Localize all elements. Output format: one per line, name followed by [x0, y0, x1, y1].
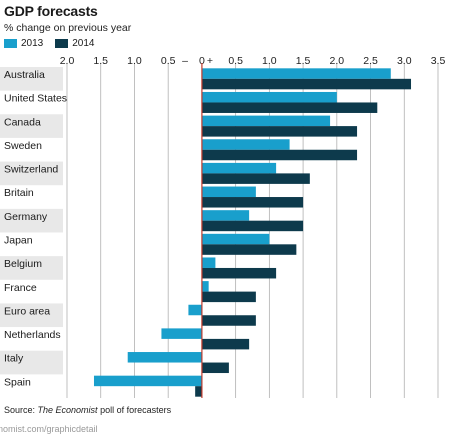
legend-label-2013: 2013	[21, 38, 44, 49]
source-note: Source: The Economist poll of forecaster…	[4, 405, 171, 415]
x-tick-label: 2.0	[60, 55, 75, 67]
category-label: Belgium	[4, 258, 42, 270]
legend-swatch-2014	[55, 39, 69, 48]
bar-2013	[188, 304, 202, 316]
category-band	[0, 256, 63, 280]
x-tick-label: 3.5	[431, 55, 446, 67]
bar-2014	[201, 78, 412, 90]
category-band	[0, 303, 63, 328]
source-prefix: Source:	[4, 405, 38, 415]
x-tick-label: 2.5	[363, 55, 378, 67]
x-tick-label: 1.5	[296, 55, 311, 67]
category-label: Germany	[4, 211, 48, 223]
bar-2014	[201, 220, 304, 232]
legend-item-2014: 2014	[55, 38, 95, 49]
x-tick-label: 1.5	[93, 55, 108, 67]
category-band	[0, 161, 63, 186]
category-label: Japan	[4, 235, 33, 247]
bar-2013	[201, 186, 256, 198]
bar-2013	[201, 233, 270, 245]
x-tick-label: 0	[199, 55, 205, 67]
legend-item-2013: 2013	[4, 38, 43, 49]
bar-2013	[161, 328, 202, 339]
bar-2013	[201, 257, 216, 268]
category-label: Netherlands	[4, 329, 61, 341]
chart-title: GDP forecasts	[4, 3, 98, 19]
x-tick-label: 3.0	[397, 55, 412, 67]
bar-2014	[201, 244, 297, 255]
bar-2014	[201, 149, 358, 161]
category-label: Britain	[4, 187, 34, 199]
x-tick-label: 1.0	[262, 55, 277, 67]
category-label: United States	[4, 93, 67, 105]
bar-2013	[201, 91, 337, 103]
category-band	[0, 208, 63, 233]
category-label: Spain	[4, 376, 31, 388]
category-band	[0, 114, 63, 138]
bar-2014	[201, 197, 304, 208]
bar-2013	[201, 115, 331, 127]
source-suffix: poll of forecasters	[97, 405, 172, 415]
x-tick-label: 0.5	[228, 55, 243, 67]
bar-2014	[201, 102, 378, 113]
bar-2014	[195, 386, 202, 397]
bar-2014	[201, 173, 310, 184]
bar-2013	[201, 139, 290, 150]
legend: 2013 2014	[4, 38, 95, 49]
category-label: France	[4, 282, 37, 294]
source-publication: The Economist	[37, 405, 98, 415]
legend-swatch-2013	[4, 39, 17, 48]
category-label: Switzerland	[4, 164, 58, 176]
category-band	[0, 67, 63, 91]
chart-subtitle: % change on previous year	[4, 22, 132, 34]
bar-2013	[201, 162, 277, 174]
legend-label-2014: 2014	[72, 38, 95, 49]
bar-2014	[201, 362, 229, 374]
category-label: Sweden	[4, 140, 42, 152]
category-band	[0, 350, 63, 375]
bar-2013	[201, 68, 391, 79]
bar-2014	[201, 315, 256, 326]
bar-2013	[93, 375, 202, 387]
x-tick-label: 1.0	[127, 55, 142, 67]
category-label: Canada	[4, 116, 41, 128]
bar-2014	[201, 267, 277, 279]
x-tick-label: 0.5	[161, 55, 176, 67]
plus-sign-label: +	[207, 55, 213, 67]
bar-2014	[201, 291, 256, 303]
category-label: Euro area	[4, 305, 50, 317]
bar-2013	[201, 210, 250, 221]
bar-2013	[201, 281, 209, 292]
bar-2014	[201, 338, 250, 350]
bar-2013	[127, 352, 202, 363]
footer-url: nomist.com/graphicdetail	[0, 424, 98, 434]
minus-sign-label: –	[182, 55, 188, 67]
bar-2014	[201, 126, 358, 137]
x-tick-label: 2.0	[330, 55, 345, 67]
category-label: Australia	[4, 69, 45, 81]
category-label: Italy	[4, 353, 24, 365]
